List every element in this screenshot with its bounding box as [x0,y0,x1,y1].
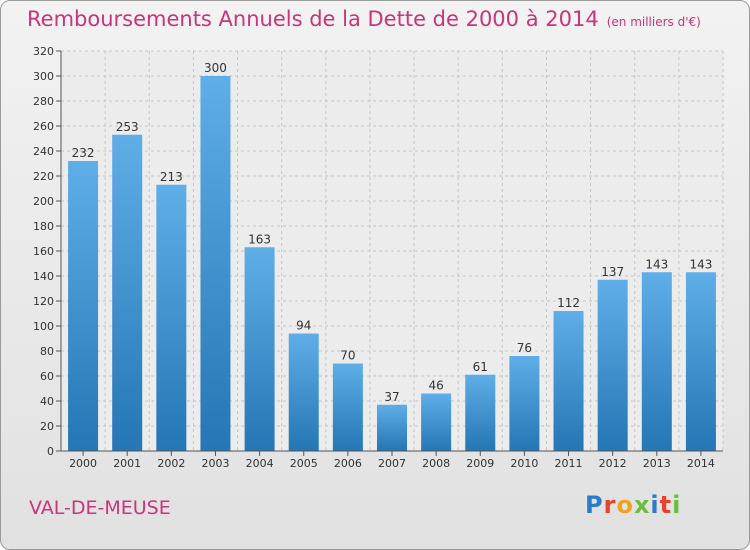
y-tick-label: 240 [33,145,54,158]
bar [332,363,363,451]
bar-value-label: 70 [340,349,355,363]
bar-value-label: 137 [601,265,624,279]
y-tick-label: 60 [40,370,54,383]
bars: 232 253 213 300 163 94 70 37 46 61 76 112 137 143 143 [68,61,716,451]
x-tick-label: 2000 [69,457,97,470]
x-tick-label: 2004 [246,457,274,470]
x-tick-label: 2012 [599,457,627,470]
y-tick-label: 200 [33,195,54,208]
y-tick-label: 0 [47,445,54,458]
y-tick-label: 220 [33,170,54,183]
x-tick-label: 2009 [466,457,494,470]
chart-title: Remboursements Annuels de la Dette de 20… [27,7,599,31]
bar-value-label: 232 [72,146,95,160]
x-tick-label: 2011 [555,457,583,470]
y-tick-label: 20 [40,420,54,433]
x-tick-label: 2005 [290,457,318,470]
y-tick-label: 40 [40,395,54,408]
bar-value-label: 143 [689,257,712,271]
y-tick-label: 160 [33,245,54,258]
bar [377,404,407,451]
bar [685,272,716,451]
proxiti-logo: Proxiti [585,491,682,519]
bar [200,76,231,451]
y-tick-label: 180 [33,220,54,233]
bar [244,247,275,451]
x-tick-label: 2013 [643,457,671,470]
y-tick-label: 260 [33,120,54,133]
bar-value-label: 61 [473,360,488,374]
y-tick-label: 300 [33,70,54,83]
y-tick-label: 80 [40,345,54,358]
commune-name: VAL-DE-MEUSE [29,497,171,519]
x-tick-label: 2007 [378,457,406,470]
y-tick-label: 140 [33,270,54,283]
bar-value-label: 300 [204,61,227,75]
x-tick-label: 2014 [687,457,715,470]
y-tick-label: 320 [33,45,54,58]
bar [68,161,99,451]
bar [421,393,452,451]
y-tick-label: 120 [33,295,54,308]
x-tick-label: 2002 [157,457,185,470]
x-tick-label: 2006 [334,457,362,470]
bar-value-label: 213 [160,170,183,184]
x-tick-label: 2008 [422,457,450,470]
y-tick-label: 280 [33,95,54,108]
chart-unit: (en milliers d'€) [606,15,701,29]
axes: 0 20 40 60 80 100 120 140 160 180 200 220 240 260 280 3… [33,45,723,470]
bar-value-label: 163 [248,232,271,246]
x-tick-label: 2001 [113,457,141,470]
bar-value-label: 143 [645,257,668,271]
bar [597,279,628,451]
chart-title-block: Remboursements Annuels de la Dette de 20… [27,7,701,31]
bar-value-label: 46 [428,379,443,393]
bar-value-label: 76 [517,341,532,355]
bar-value-label: 37 [384,390,399,404]
x-tick-label: 2003 [201,457,229,470]
bar [553,311,584,451]
y-tick-label: 100 [33,320,54,333]
bar [641,272,672,451]
bar [156,184,187,451]
bar [465,374,496,451]
bar [509,356,540,451]
bar [112,134,143,451]
bar-value-label: 94 [296,319,311,333]
x-tick-label: 2010 [510,457,538,470]
bar [288,333,319,451]
bar-value-label: 112 [557,296,580,310]
bar-value-label: 253 [116,120,139,134]
